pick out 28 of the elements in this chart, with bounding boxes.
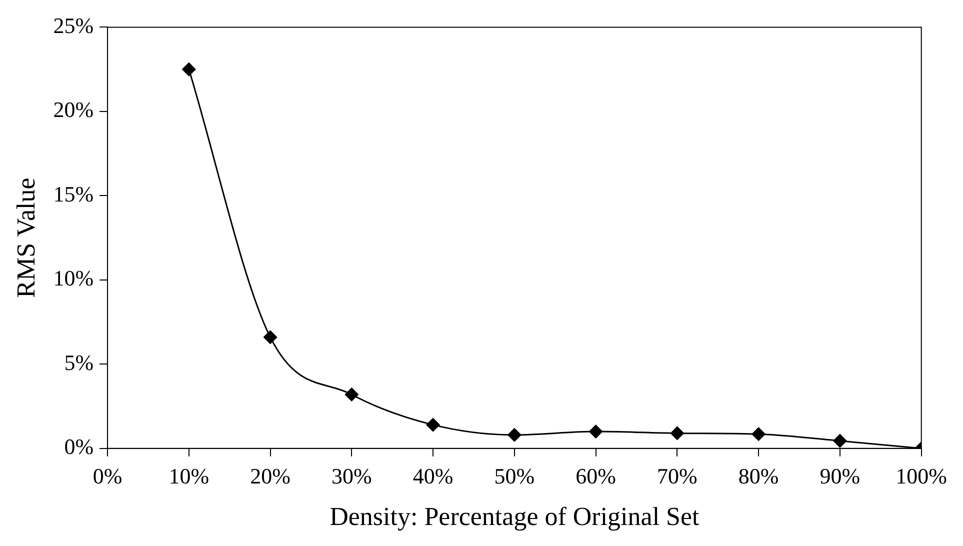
y-tick-label: 10% (53, 266, 94, 291)
point (589, 424, 603, 438)
x-tick-label: 60% (576, 463, 616, 488)
x-tick-label: 70% (657, 463, 698, 488)
x-tick-label: 30% (332, 463, 372, 488)
x-tick-label: 80% (738, 463, 779, 488)
y-tick-label: 5% (64, 350, 94, 375)
y-tick-label: 20% (53, 97, 94, 122)
point (752, 427, 766, 441)
x-tick-label: 10% (168, 463, 210, 488)
x-tick-label: 40% (412, 463, 454, 488)
y-tick-label: 25% (53, 12, 94, 38)
x-axis-title: Density: Percentage of Original Set (330, 502, 700, 532)
x-tick-label: 50% (494, 463, 535, 488)
point (426, 418, 440, 432)
x-tick-label: 20% (250, 463, 290, 488)
x-tick-label: 0% (92, 463, 122, 488)
y-tick-label: 0% (64, 434, 94, 460)
point (182, 62, 196, 76)
point (670, 426, 684, 440)
y-axis-title: RMS Value (11, 178, 40, 298)
point (833, 434, 847, 448)
point (344, 388, 358, 402)
y-tick-label: 15% (53, 181, 94, 206)
x-tick-label: 90% (820, 463, 860, 488)
point (508, 428, 522, 442)
x-tick-label: 100% (896, 463, 947, 488)
point (264, 330, 278, 344)
